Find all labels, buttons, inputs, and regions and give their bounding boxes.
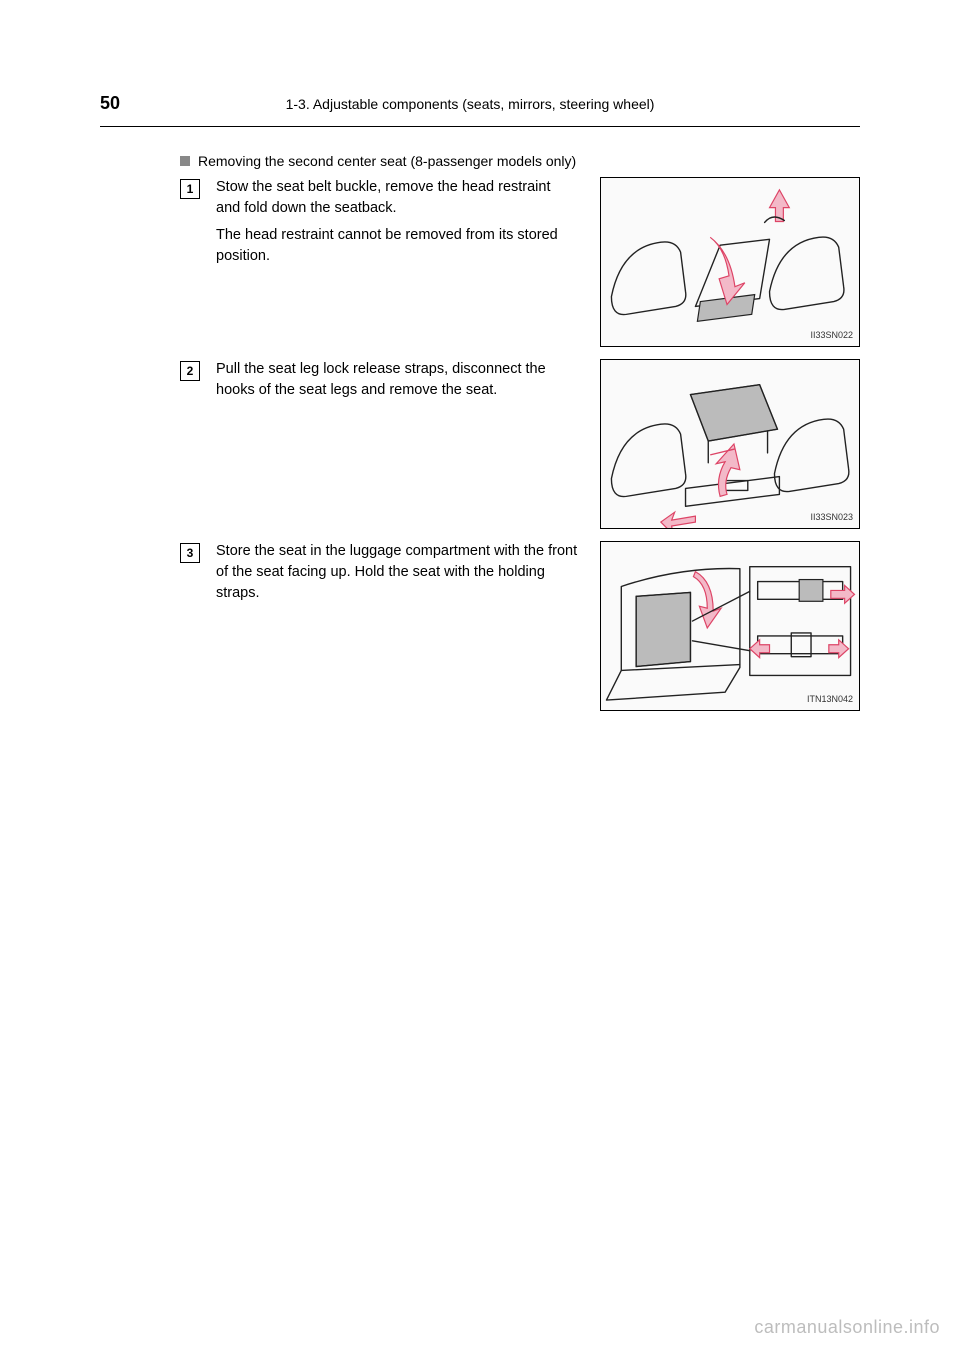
page-number: 50: [100, 90, 120, 116]
step-block: 2 Pull the seat leg lock release straps,…: [180, 359, 860, 529]
step-figure: II33SN023: [600, 359, 860, 529]
step-figure: II33SN022: [600, 177, 860, 347]
step-block: 1 Stow the seat belt buckle, remove the …: [180, 177, 860, 347]
step-paragraph: Store the seat in the luggage compartmen…: [216, 541, 578, 604]
step-figure: ITN13N042: [600, 541, 860, 711]
step-text: Stow the seat belt buckle, remove the he…: [216, 177, 588, 273]
step-paragraph: Pull the seat leg lock release straps, d…: [216, 359, 578, 401]
step-paragraph: Stow the seat belt buckle, remove the he…: [216, 177, 578, 219]
seat-store-illustration-icon: [601, 542, 859, 710]
section-reference: 1-3. Adjustable components (seats, mirro…: [286, 94, 655, 114]
header-rule: [100, 126, 860, 127]
seat-remove-illustration-icon: [601, 360, 859, 528]
step-number-badge: 3: [180, 543, 200, 563]
square-bullet-icon: [180, 156, 190, 166]
subsection-title: Removing the second center seat (8-passe…: [198, 151, 576, 171]
step-paragraph: The head restraint cannot be removed fro…: [216, 225, 578, 267]
step-block: 3 Store the seat in the luggage compartm…: [180, 541, 860, 711]
step-number-badge: 1: [180, 179, 200, 199]
step-text: Store the seat in the luggage compartmen…: [216, 541, 588, 610]
figure-label: ITN13N042: [807, 693, 853, 706]
figure-label: II33SN022: [810, 329, 853, 342]
figure-label: II33SN023: [810, 511, 853, 524]
step-number-badge: 2: [180, 361, 200, 381]
watermark-text: carmanualsonline.info: [754, 1314, 940, 1340]
step-text: Pull the seat leg lock release straps, d…: [216, 359, 588, 407]
seat-fold-illustration-icon: [601, 178, 859, 346]
